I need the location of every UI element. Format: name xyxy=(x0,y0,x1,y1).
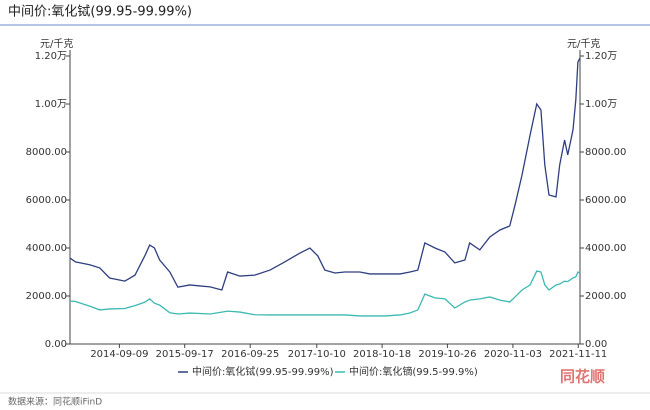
x-tick-label: 2014-09-09 xyxy=(90,349,148,360)
series-line xyxy=(69,57,581,291)
legend-label: 中间价:氧化铽(99.95-99.99%) xyxy=(192,365,334,378)
x-tick-label: 2019-10-26 xyxy=(418,349,476,360)
chart-title: 中间价:氧化铽(99.95-99.99%) xyxy=(8,5,192,20)
y2-tick-label: 8000.00 xyxy=(585,147,626,158)
y2-tick-label: 2000.00 xyxy=(585,291,626,302)
y-tick-label: 0.00 xyxy=(45,339,67,350)
y-tick-label: 2000.00 xyxy=(26,291,67,302)
legend-label: 中间价:氧化镝(99.5-99.9%) xyxy=(349,365,478,378)
y-tick-label: 4000.00 xyxy=(26,243,67,254)
y-unit: 元/千克 xyxy=(40,38,73,50)
y2-tick-label: 1.20万 xyxy=(585,51,617,62)
x-tick-label: 2016-09-25 xyxy=(221,349,279,360)
y2-tick-label: 6000.00 xyxy=(585,195,626,206)
y2-tick-label: 4000.00 xyxy=(585,243,626,254)
x-tick-label: 2018-10-18 xyxy=(353,349,411,360)
series-line xyxy=(69,270,581,317)
y2-tick-label: 0.00 xyxy=(585,339,607,350)
y-tick-label: 8000.00 xyxy=(26,147,67,158)
x-tick-label: 2020-11-03 xyxy=(484,349,542,360)
source: 数据来源：同花顺iFinD xyxy=(8,396,102,408)
y2-tick-label: 1.00万 xyxy=(585,99,617,110)
x-tick-label: 2015-09-17 xyxy=(156,349,214,360)
y2-unit: 元/千克 xyxy=(567,38,600,50)
x-tick-label: 2021-11-11 xyxy=(549,349,607,360)
y-tick-label: 1.20万 xyxy=(35,51,67,62)
x-tick-label: 2017-10-10 xyxy=(288,349,346,360)
y-tick-label: 6000.00 xyxy=(26,195,67,206)
watermark: 同花顺 xyxy=(560,368,605,386)
y-tick-label: 1.00万 xyxy=(35,99,67,110)
